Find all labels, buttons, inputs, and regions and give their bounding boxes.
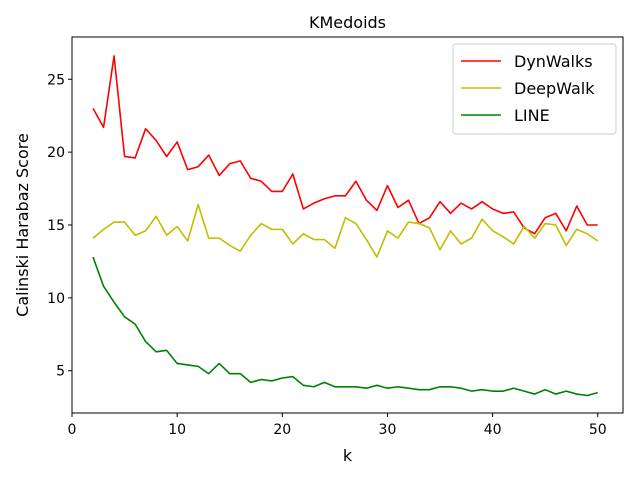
x-axis: 0 10 20 30 40 50 [68, 413, 607, 438]
chart-title: KMedoids [309, 13, 386, 32]
y-tick-label: 25 [47, 72, 65, 88]
legend-box [452, 43, 617, 135]
y-tick-label: 15 [47, 218, 65, 234]
series-layer [92, 55, 599, 397]
x-tick-label: 10 [168, 422, 186, 438]
y-tick-label: 5 [56, 364, 65, 380]
series-line-line [92, 256, 598, 397]
x-tick-label: 50 [589, 422, 607, 438]
legend-entries: DynWalks DeepWalk LINE [461, 52, 595, 125]
y-axis: 5 10 15 20 25 [47, 72, 72, 380]
x-tick-label: 20 [273, 422, 291, 438]
series-line-dynwalks [92, 55, 598, 235]
legend: DynWalks DeepWalk LINE [452, 43, 617, 135]
x-tick-label: 40 [484, 422, 502, 438]
y-tick-label: 20 [47, 145, 65, 161]
legend-label: DeepWalk [514, 79, 595, 98]
legend-label: DynWalks [514, 52, 593, 71]
legend-label: LINE [514, 106, 550, 125]
series-line-deepwalk [92, 203, 599, 258]
x-axis-label: k [343, 446, 353, 465]
y-axis-label: Calinski Harabaz Score [13, 133, 32, 317]
x-tick-label: 0 [68, 422, 77, 438]
y-tick-label: 10 [47, 291, 65, 307]
x-tick-label: 30 [379, 422, 397, 438]
